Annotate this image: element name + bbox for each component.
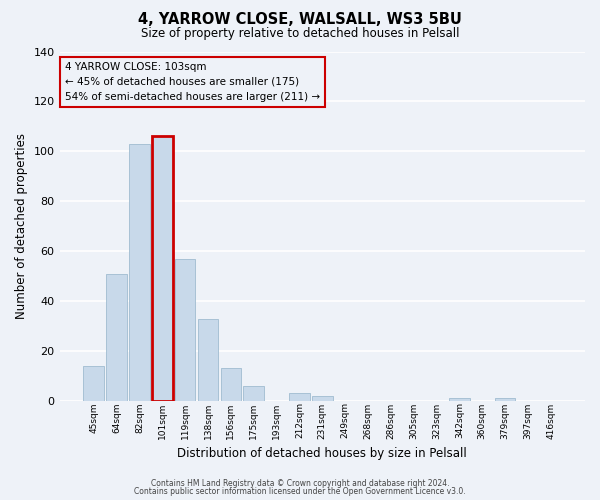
Bar — [198, 318, 218, 401]
Bar — [83, 366, 104, 401]
Text: 4 YARROW CLOSE: 103sqm
← 45% of detached houses are smaller (175)
54% of semi-de: 4 YARROW CLOSE: 103sqm ← 45% of detached… — [65, 62, 320, 102]
Bar — [129, 144, 150, 401]
Y-axis label: Number of detached properties: Number of detached properties — [15, 133, 28, 319]
Bar — [175, 258, 196, 401]
Bar — [106, 274, 127, 401]
Bar — [449, 398, 470, 401]
Text: Contains public sector information licensed under the Open Government Licence v3: Contains public sector information licen… — [134, 487, 466, 496]
Bar — [495, 398, 515, 401]
Text: Size of property relative to detached houses in Pelsall: Size of property relative to detached ho… — [141, 28, 459, 40]
Bar — [221, 368, 241, 401]
Bar — [152, 136, 173, 401]
Bar — [312, 396, 332, 401]
Text: Contains HM Land Registry data © Crown copyright and database right 2024.: Contains HM Land Registry data © Crown c… — [151, 478, 449, 488]
X-axis label: Distribution of detached houses by size in Pelsall: Distribution of detached houses by size … — [178, 447, 467, 460]
Text: 4, YARROW CLOSE, WALSALL, WS3 5BU: 4, YARROW CLOSE, WALSALL, WS3 5BU — [138, 12, 462, 28]
Bar — [244, 386, 264, 401]
Bar — [289, 394, 310, 401]
